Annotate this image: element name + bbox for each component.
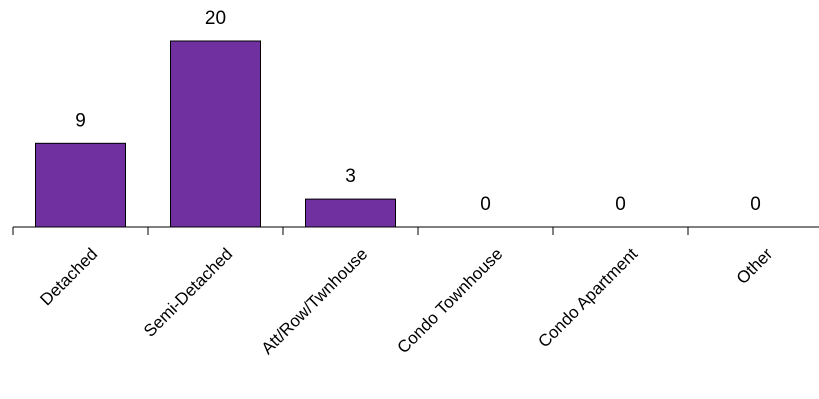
data-label: 20 bbox=[205, 8, 226, 29]
category-label: Condo Townhouse bbox=[394, 244, 507, 357]
category-label: Detached bbox=[36, 244, 101, 309]
value-labels-layer: 9 20 3 0 0 0 bbox=[75, 8, 761, 215]
data-label: 0 bbox=[480, 194, 491, 215]
category-label: Semi-Detached bbox=[140, 244, 236, 340]
category-labels-layer: Detached Semi-Detached Att/Row/Twnhouse Con… bbox=[36, 244, 776, 358]
category-label: Other bbox=[733, 244, 777, 288]
data-label: 9 bbox=[75, 110, 86, 131]
bar-semi-detached bbox=[170, 40, 261, 228]
bar-att-row-twnhouse bbox=[305, 198, 396, 228]
bars-layer bbox=[35, 40, 396, 228]
bar-detached bbox=[35, 142, 126, 228]
category-label: Att/Row/Twnhouse bbox=[258, 244, 372, 358]
data-label: 0 bbox=[750, 194, 761, 215]
data-label: 3 bbox=[345, 166, 356, 187]
x-axis bbox=[12, 226, 819, 235]
category-label: Condo Apartment bbox=[534, 244, 641, 351]
data-label: 0 bbox=[615, 194, 626, 215]
